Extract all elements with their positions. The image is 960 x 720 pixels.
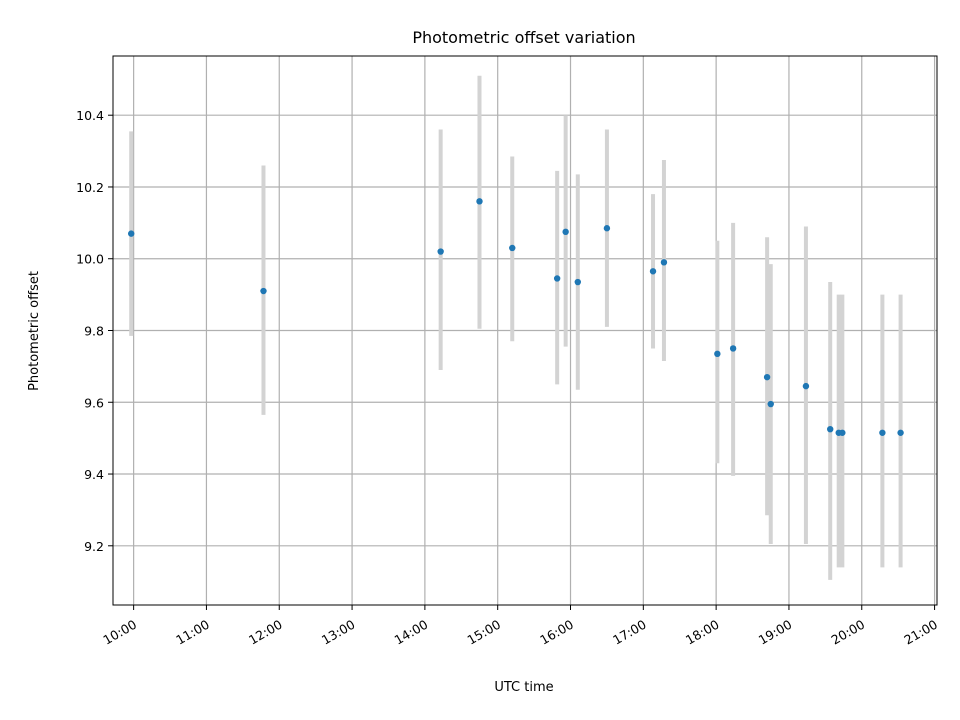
data-point [660, 259, 668, 266]
data-point [476, 198, 483, 205]
data-point [767, 400, 774, 408]
data-point [827, 425, 834, 433]
data-point [562, 228, 569, 236]
data-point [839, 429, 846, 436]
data-point [603, 225, 611, 232]
y-tick-label: 10.4 [76, 108, 104, 123]
data-point [574, 278, 581, 286]
data-point [802, 382, 810, 390]
y-tick-label: 9.8 [84, 324, 104, 339]
data-point [879, 429, 886, 436]
x-axis-label: UTC time [494, 680, 553, 695]
y-tick-label: 10.2 [76, 180, 104, 195]
data-point [128, 230, 135, 237]
data-point [553, 275, 561, 282]
y-tick-label: 10.0 [76, 252, 104, 267]
y-axis-label: Photometric offset [27, 271, 42, 391]
y-tick-label: 9.2 [84, 539, 104, 554]
data-point [897, 429, 904, 436]
data-point [649, 268, 657, 275]
data-point [437, 248, 444, 255]
y-tick-label: 9.4 [84, 467, 104, 482]
data-point [714, 350, 721, 358]
data-point [763, 373, 771, 381]
grid [113, 56, 937, 605]
data-point [509, 244, 516, 252]
data-point [729, 345, 737, 352]
data-points [128, 198, 904, 436]
plot-frame [112, 55, 938, 606]
y-tick-label: 9.6 [84, 395, 104, 410]
chart-title: Photometric offset variation [412, 28, 635, 47]
data-point [260, 287, 267, 295]
